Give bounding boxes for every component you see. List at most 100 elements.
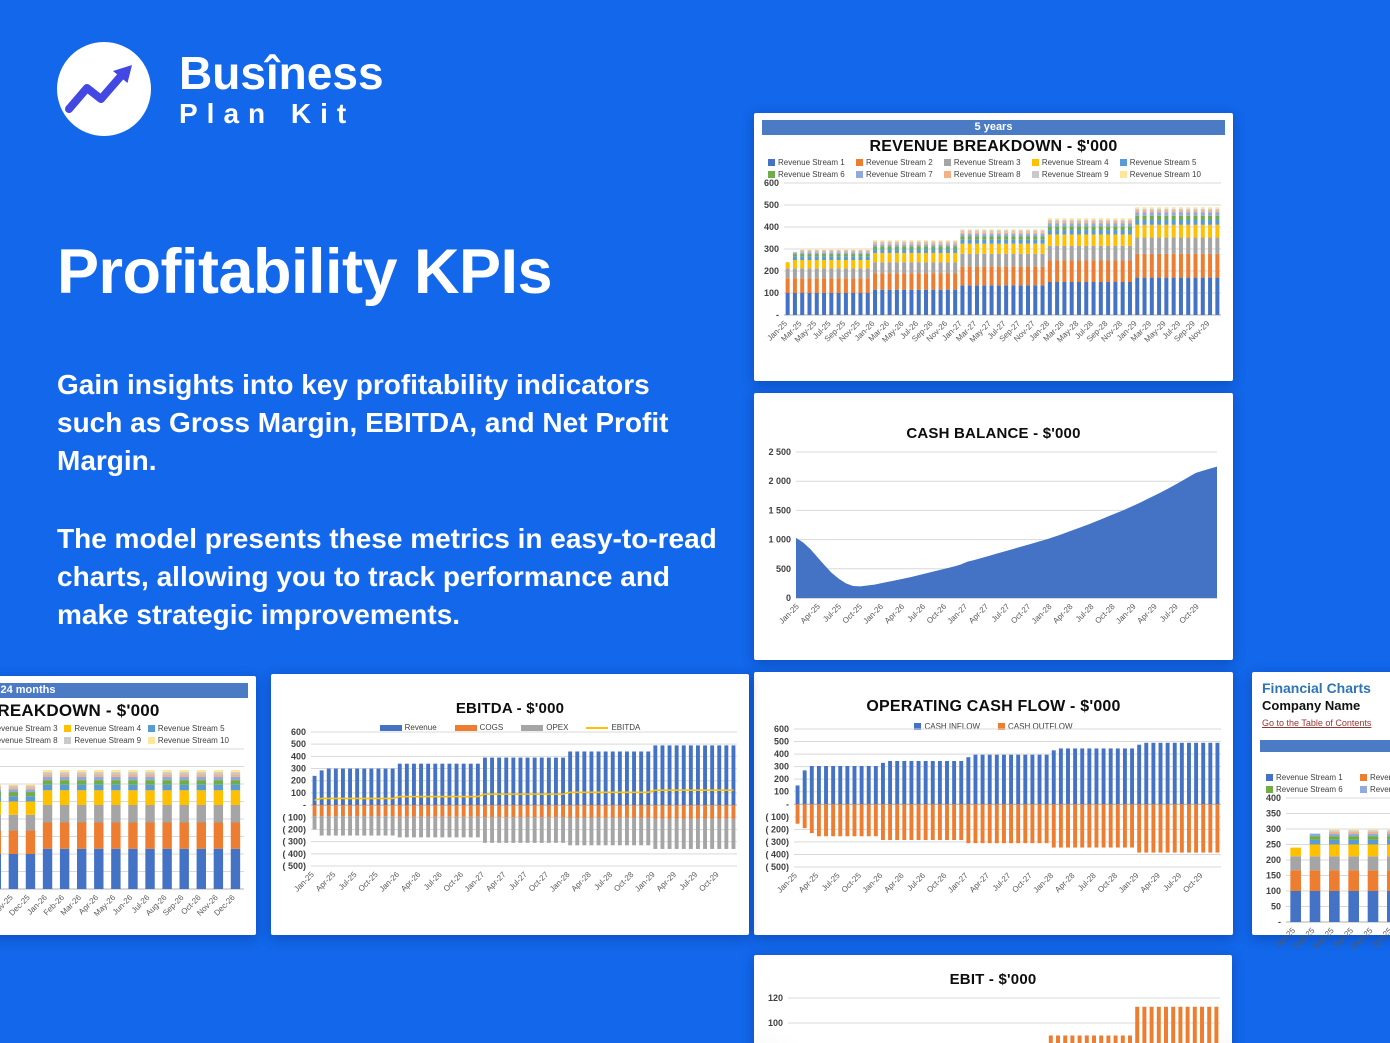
legend-item: Revenue Stream 6: [1266, 785, 1360, 794]
hero-section: Profitability KPIs Gain insights into ke…: [57, 236, 722, 634]
legend-swatch: [1266, 774, 1273, 781]
svg-text:Jan-26: Jan-26: [861, 871, 885, 895]
svg-text:Jul-29: Jul-29: [1161, 871, 1183, 893]
svg-text:600: 600: [774, 725, 789, 734]
svg-text:Jan-29: Jan-29: [633, 870, 657, 894]
legend-swatch: [768, 159, 775, 166]
legend-label: CASH OUTFLOW: [1008, 722, 1073, 731]
svg-text:Jul-26: Jul-26: [905, 871, 927, 893]
legend-swatch: [1031, 159, 1039, 166]
sheet-title: Financial Charts: [1262, 680, 1371, 696]
svg-text:Jul-28: Jul-28: [1076, 871, 1098, 893]
period-tag: 5 years: [974, 121, 1013, 133]
svg-text:( 300): ( 300): [765, 837, 789, 847]
operating-cash-flow-chart: 600 500 400 300 200 100 - ( 100) ( 200) ( 300) ( 4…: [754, 725, 1233, 911]
cash-balance-card: CASH BALANCE - $'000 2 500 2 000 1 500 1 00…: [754, 393, 1233, 660]
svg-text:Oct-27: Oct-27: [1010, 871, 1034, 895]
legend-swatch: [379, 724, 402, 731]
table-of-contents-link[interactable]: Go to the Table of Contents: [1262, 718, 1372, 728]
legend-item: CASH OUTFLOW: [998, 722, 1073, 731]
svg-text:Jan-29: Jan-29: [1114, 602, 1138, 626]
svg-text:Oct-29: Oct-29: [1181, 871, 1205, 895]
svg-text:Jul-26: Jul-26: [422, 870, 444, 892]
svg-text:100: 100: [1266, 886, 1281, 896]
svg-text:Jan-26: Jan-26: [377, 870, 401, 894]
svg-text:Apr-25: Apr-25: [314, 870, 338, 894]
svg-text:Mar-25: Mar-25: [1311, 926, 1336, 951]
svg-text:May-25: May-25: [1349, 926, 1375, 952]
legend-label: Revenue Stream 9: [1041, 170, 1109, 179]
svg-text:Jan-25: Jan-25: [777, 602, 801, 626]
brand-header: Busîness Plan Kit: [57, 42, 384, 136]
legend-swatch: [1119, 171, 1127, 178]
legend-swatch: [768, 171, 775, 178]
chart-legend: Revenue Stream 1 Revenue Stream 2 Revenue …: [754, 158, 1233, 179]
legend-swatch: [1359, 786, 1367, 793]
trend-arrow-icon: [65, 65, 132, 113]
svg-text:( 200): ( 200): [282, 824, 306, 834]
svg-text:( 500): ( 500): [282, 861, 306, 871]
legend-label: Revenue Stream 5: [157, 724, 225, 733]
legend-swatch: [147, 737, 155, 744]
legend-item: Revenue Stream 4: [64, 724, 147, 733]
svg-text:Oct-26: Oct-26: [442, 870, 466, 894]
brand-subname: Plan Kit: [179, 98, 356, 129]
legend-label: Revenue Stream 8: [953, 170, 1021, 179]
svg-text:400: 400: [774, 749, 789, 759]
legend-item: Revenue Stream 1: [1266, 773, 1360, 782]
svg-text:100: 100: [774, 787, 789, 797]
svg-text:1 500: 1 500: [768, 505, 791, 515]
legend-label: Revenue Stream 7: [1369, 785, 1390, 794]
legend-swatch: [943, 171, 951, 178]
svg-text:Oct-29: Oct-29: [1178, 602, 1202, 626]
svg-text:500: 500: [764, 200, 779, 210]
svg-text:Jul-27: Jul-27: [991, 871, 1013, 893]
svg-text:Apr-25: Apr-25: [799, 602, 823, 626]
legend-item: Revenue Stream 2: [855, 158, 944, 167]
ebit-chart: 12010080604020-Jan-25Apr-25Jul-25Oct-25J…: [754, 990, 1232, 1043]
legend-swatch: [454, 724, 477, 731]
legend-item: COGS: [454, 723, 503, 732]
svg-text:Jan-27: Jan-27: [463, 870, 487, 894]
ebitda-chart: 600 500 400 300 200 100 - ( 100) ( 200) ( 300) ( 4…: [271, 728, 749, 910]
legend-swatch: [1266, 786, 1273, 793]
svg-text:Oct-28: Oct-28: [1093, 602, 1117, 626]
svg-text:Jan-29: Jan-29: [1117, 871, 1141, 895]
svg-text:Apr-27: Apr-27: [968, 871, 992, 895]
legend-label: Revenue: [404, 723, 437, 732]
chart-legend: Revenue COGS OPEX EBITDA: [271, 723, 749, 732]
legend-label: EBITDA: [611, 723, 641, 732]
svg-text:Oct-27: Oct-27: [527, 870, 551, 894]
svg-text:-: -: [786, 799, 789, 809]
legend-label: Revenue Stream 3: [953, 158, 1021, 167]
revenue-breakdown-5y-chart: 600 500 400 300 200 100- Jan-25 Mar-25 May-25 Jul…: [754, 179, 1233, 361]
legend-label: Revenue Stream 4: [74, 724, 142, 733]
svg-text:Apr-28: Apr-28: [1053, 871, 1077, 895]
legend-label: Revenue Stream 7: [865, 170, 933, 179]
legend-swatch: [998, 723, 1006, 730]
ebit-card: EBIT - $'000 12010080604020-Jan-25Apr-25…: [754, 955, 1232, 1043]
svg-text:400: 400: [764, 222, 779, 232]
legend-swatch: [64, 737, 72, 744]
brand-text: Busîness Plan Kit: [179, 50, 384, 128]
legend-item: Revenue Stream 10: [1119, 170, 1208, 179]
svg-text:Jun-25: Jun-25: [1370, 926, 1390, 950]
svg-text:100: 100: [768, 1018, 783, 1028]
period-tag-bar: 5 years: [762, 120, 1225, 135]
legend-swatch: [1119, 159, 1127, 166]
legend-item: Revenue Stream 4: [1031, 158, 1120, 167]
legend-swatch: [914, 723, 922, 730]
chart-title: OPERATING CASH FLOW - $'000: [866, 698, 1121, 715]
svg-text:Apr-26: Apr-26: [882, 871, 906, 895]
svg-text:Oct-29: Oct-29: [697, 870, 721, 894]
legend-swatch: [943, 159, 951, 166]
svg-text:Jul-26: Jul-26: [905, 602, 927, 624]
svg-text:350: 350: [1266, 809, 1281, 819]
svg-text:Apr-25: Apr-25: [797, 871, 821, 895]
legend-item: Revenue Stream 7: [1359, 785, 1390, 794]
brand-logo: [57, 42, 151, 136]
hero-paragraph-1: Gain insights into key profitability ind…: [57, 369, 669, 477]
svg-text:200: 200: [291, 776, 306, 786]
legend-label: Revenue Stream 6: [778, 170, 845, 179]
